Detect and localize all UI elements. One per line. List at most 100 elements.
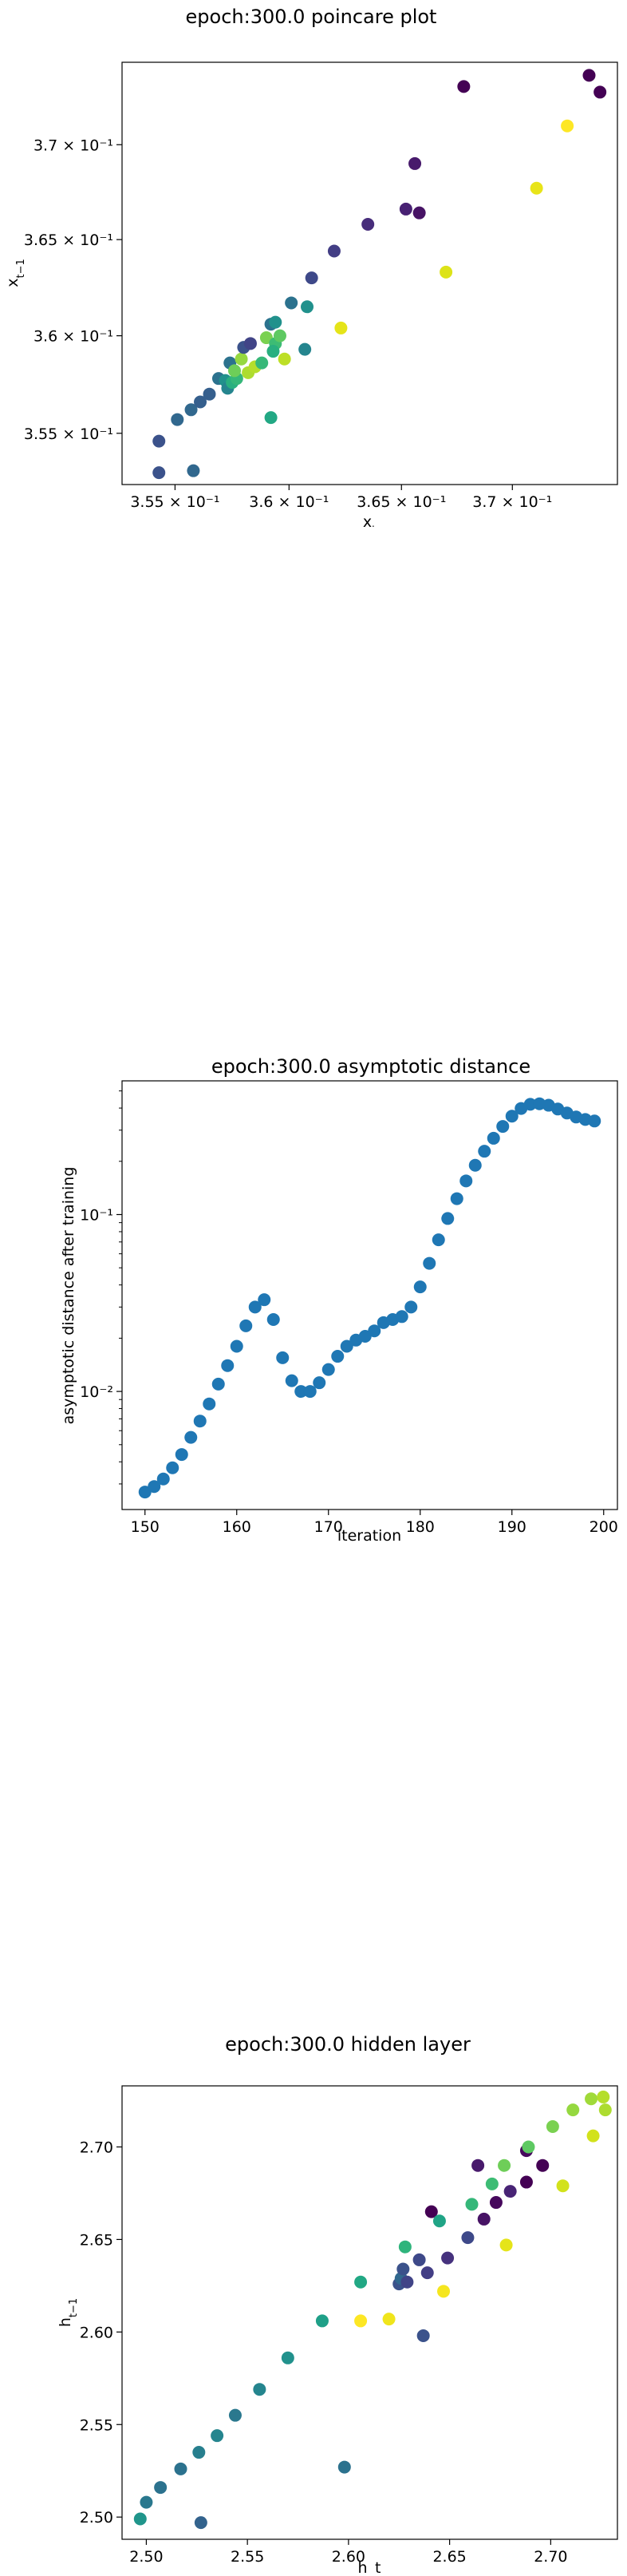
data-point [194,2516,207,2530]
data-point [395,1310,408,1324]
y-tick-label: 3.7 × 10⁻¹ [34,137,113,154]
data-point [192,2446,206,2459]
x-tick-label: 2.50 [129,2548,163,2566]
data-point [281,2351,294,2364]
data-point [461,2231,475,2245]
y-tick-label: 2.50 [80,2509,113,2527]
data-point [523,1098,537,1111]
x-tick-label: 180 [406,1518,435,1536]
data-point [255,356,269,370]
data-point [211,1377,225,1391]
data-point [334,321,348,334]
data-point [133,2512,147,2526]
y-tick-label: 2.65 [80,2231,113,2249]
data-point [235,352,248,366]
x-axis-label: iteration [337,1527,401,1545]
data-point [477,2212,491,2226]
data-point [248,1300,262,1314]
data-point [253,2383,266,2396]
data-point [303,1385,317,1399]
data-point [503,2185,517,2198]
data-point [194,395,207,409]
data-point [174,2462,187,2475]
data-point [566,2103,580,2117]
data-point [597,2090,610,2103]
data-point [138,1486,152,1499]
y-tick-label: 10⁻² [80,1383,113,1401]
data-point [478,1145,491,1158]
poincare-panel: epoch:300.0 poincare plot 3.55 × 10⁻¹ 3.6… [0,0,627,536]
data-point [530,181,543,195]
data-point [441,2251,455,2265]
data-point [152,434,166,448]
data-point [561,119,574,133]
data-point [203,1397,216,1411]
data-point [361,217,375,231]
data-point [487,1131,500,1145]
x-tick-label: 2.60 [332,2548,365,2566]
y-tick-label: 3.6 × 10⁻¹ [34,328,113,346]
y-tick-label: 10⁻¹ [80,1206,113,1224]
data-point [437,2285,451,2298]
data-point [301,300,314,314]
data-point [203,387,216,401]
data-point [505,1110,519,1123]
data-point [148,1480,161,1494]
data-point [498,2159,511,2172]
data-point [440,265,453,279]
asymptotic-panel: epoch:300.0 asymptotic distance 150 160 17… [0,1054,627,1565]
data-point [465,2198,479,2211]
plot-frame [121,2085,618,2540]
data-point [499,2238,513,2252]
data-point [273,329,286,342]
data-point [315,2314,329,2328]
data-point [187,464,200,477]
data-point [546,2120,559,2134]
y-tick-label: 2.55 [80,2416,113,2434]
data-point [441,1212,455,1225]
data-point [211,2429,224,2443]
data-point [404,1300,418,1314]
poincare-chart: epoch:300.0 poincare plot 3.55 × 10⁻¹ 3.6… [4,6,618,536]
data-point [368,1324,381,1338]
data-point [519,2175,533,2189]
data-point [582,69,596,82]
x-tick-label: 170 [314,1518,343,1536]
data-point [450,1192,463,1205]
data-point [156,1472,170,1486]
x-axis-label: xt [363,513,376,527]
x-tick-label: 3.7 × 10⁻¹ [472,493,552,511]
data-point [154,2481,168,2495]
data-point [412,206,426,220]
x-tick-label: 2.65 [432,2548,466,2566]
data-point [412,2253,426,2266]
data-point [276,1351,290,1364]
data-point [221,1359,235,1372]
data-point [340,1339,353,1353]
y-axis-label: asymptotic distance after training [60,1167,77,1425]
data-point [398,2240,412,2254]
data-point [588,1114,601,1128]
data-point [471,2159,485,2172]
data-point [266,345,280,358]
data-point [382,2313,396,2326]
chart-title: epoch:300.0 hidden layer [225,2033,471,2056]
data-point [354,2275,368,2289]
data-point [432,1233,445,1247]
data-point [423,1256,436,1270]
data-point [239,1319,253,1332]
data-point [243,337,257,350]
data-point [457,80,471,93]
data-point [294,1385,308,1399]
data-point [298,342,312,356]
chart-title: epoch:300.0 poincare plot [186,6,437,28]
data-point [413,1280,427,1294]
x-tick-label: 2.55 [231,2548,264,2566]
data-point [140,2495,153,2509]
data-point [337,2460,351,2474]
hidden-panel: epoch:300.0 hidden layer 2.50 2.55 2.60 2.6… [0,2028,627,2576]
data-point [184,1430,198,1444]
data-point [305,271,318,285]
data-point [556,2179,570,2193]
x-tick-label: 190 [498,1518,526,1536]
